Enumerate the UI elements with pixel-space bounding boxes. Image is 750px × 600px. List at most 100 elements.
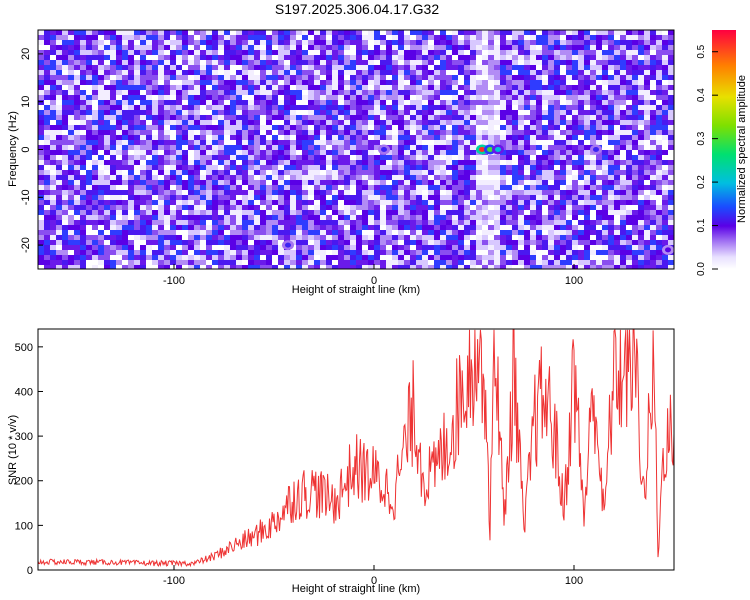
- spectrogram-cell: [140, 235, 146, 240]
- spectrogram-cell: [206, 45, 212, 50]
- spectrogram-cell: [140, 150, 146, 155]
- spectrogram-cell: [656, 65, 662, 70]
- spectrogram-cell: [656, 130, 662, 135]
- spectrogram-cell: [596, 230, 602, 235]
- spectrogram-cell: [356, 230, 362, 235]
- spectrogram-cell: [548, 170, 554, 175]
- spectrogram-cell: [380, 85, 386, 90]
- spectrogram-cell: [38, 125, 44, 130]
- spectrogram-cell: [146, 40, 152, 45]
- spectrogram-cell: [608, 135, 614, 140]
- spectrogram-cell: [596, 70, 602, 75]
- spectrogram-cell: [608, 255, 614, 260]
- spectrogram-cell: [596, 180, 602, 185]
- spectrogram-cell: [266, 225, 272, 230]
- spectrogram-cell: [248, 260, 254, 265]
- spectrogram-cell: [638, 135, 644, 140]
- spectrogram-cell: [404, 60, 410, 65]
- spectrogram-cell: [344, 45, 350, 50]
- spectrogram-cell: [110, 80, 116, 85]
- spectrogram-cell: [368, 170, 374, 175]
- spectrogram-cell: [122, 205, 128, 210]
- spectrogram-cell: [446, 245, 452, 250]
- spectrogram-cell: [146, 190, 152, 195]
- spectrogram-cell: [314, 180, 320, 185]
- spectrogram-cell: [548, 105, 554, 110]
- spectrogram-cell: [56, 230, 62, 235]
- spectrogram-cell: [110, 165, 116, 170]
- spectrogram-cell: [614, 180, 620, 185]
- spectrogram-cell: [146, 150, 152, 155]
- spectrogram-cell: [320, 220, 326, 225]
- spectrogram-cell: [656, 155, 662, 160]
- spectrogram-cell: [92, 40, 98, 45]
- spectrogram-cell: [296, 210, 302, 215]
- spectrogram-cell: [92, 30, 98, 35]
- spectrogram-cell: [656, 170, 662, 175]
- spectrogram-cell: [470, 175, 476, 180]
- spectrogram-cell: [638, 220, 644, 225]
- spectrogram-cell: [158, 200, 164, 205]
- spectrogram-cell: [584, 50, 590, 55]
- spectrogram-cell: [62, 160, 68, 165]
- spectrogram-cell: [44, 90, 50, 95]
- spectrogram-cell: [182, 215, 188, 220]
- spectrogram-cell: [206, 185, 212, 190]
- spectrogram-cell: [446, 215, 452, 220]
- spectrogram-cell: [290, 225, 296, 230]
- spectrogram-cell: [662, 85, 668, 90]
- spectrogram-cell: [284, 100, 290, 105]
- spectrogram-cell: [458, 210, 464, 215]
- spectrogram-cell: [380, 200, 386, 205]
- spectrogram-cell: [344, 65, 350, 70]
- spectrogram-cell: [524, 70, 530, 75]
- spectrogram-cell: [458, 195, 464, 200]
- spectrogram-cell: [116, 110, 122, 115]
- spectrogram-cell: [512, 175, 518, 180]
- spectrogram-cell: [596, 140, 602, 145]
- spectrogram-cell: [200, 255, 206, 260]
- spectrogram-cell: [626, 40, 632, 45]
- spectrogram-cell: [548, 150, 554, 155]
- spectrogram-cell: [464, 165, 470, 170]
- spectrogram-cell: [344, 235, 350, 240]
- spectrogram-cell: [566, 195, 572, 200]
- spectrogram-cell: [512, 260, 518, 265]
- spectrogram-cell: [230, 45, 236, 50]
- spectrogram-cell: [44, 150, 50, 155]
- spectrogram-cell: [164, 195, 170, 200]
- spectrogram-cell: [464, 160, 470, 165]
- spectrogram-cell: [632, 225, 638, 230]
- spectrogram-cell: [140, 155, 146, 160]
- spectrogram-cell: [320, 245, 326, 250]
- spectrogram-cell: [464, 135, 470, 140]
- spectrogram-cell: [224, 170, 230, 175]
- spectrogram-cell: [422, 30, 428, 35]
- spectrogram-cell: [56, 185, 62, 190]
- spectrogram-cell: [458, 205, 464, 210]
- spectrogram-cell: [188, 240, 194, 245]
- spectrogram-cell: [368, 190, 374, 195]
- spectrogram-cell: [266, 125, 272, 130]
- spectrogram-cell: [242, 215, 248, 220]
- spectrogram-cell: [584, 35, 590, 40]
- spectrogram-cell: [536, 190, 542, 195]
- spectrogram-cell: [152, 230, 158, 235]
- spectrogram-cell: [110, 265, 116, 269]
- spectrogram-cell: [290, 230, 296, 235]
- spectrogram-cell: [134, 190, 140, 195]
- spectrogram-cell: [626, 90, 632, 95]
- spectrogram-cell: [134, 75, 140, 80]
- spectrogram-cell: [284, 40, 290, 45]
- spectrogram-cell: [224, 255, 230, 260]
- colorbar-tick-label: 0.0: [696, 262, 707, 276]
- spectrogram-cell: [590, 170, 596, 175]
- spectrogram-cell: [632, 220, 638, 225]
- spectrogram-cell: [542, 150, 548, 155]
- spectrogram-cell: [482, 30, 488, 35]
- spectrogram-cell: [440, 45, 446, 50]
- spectrogram-cell: [68, 135, 74, 140]
- spectrogram-cell: [602, 225, 608, 230]
- spectrogram-cell: [290, 260, 296, 265]
- spectrogram-cell: [278, 160, 284, 165]
